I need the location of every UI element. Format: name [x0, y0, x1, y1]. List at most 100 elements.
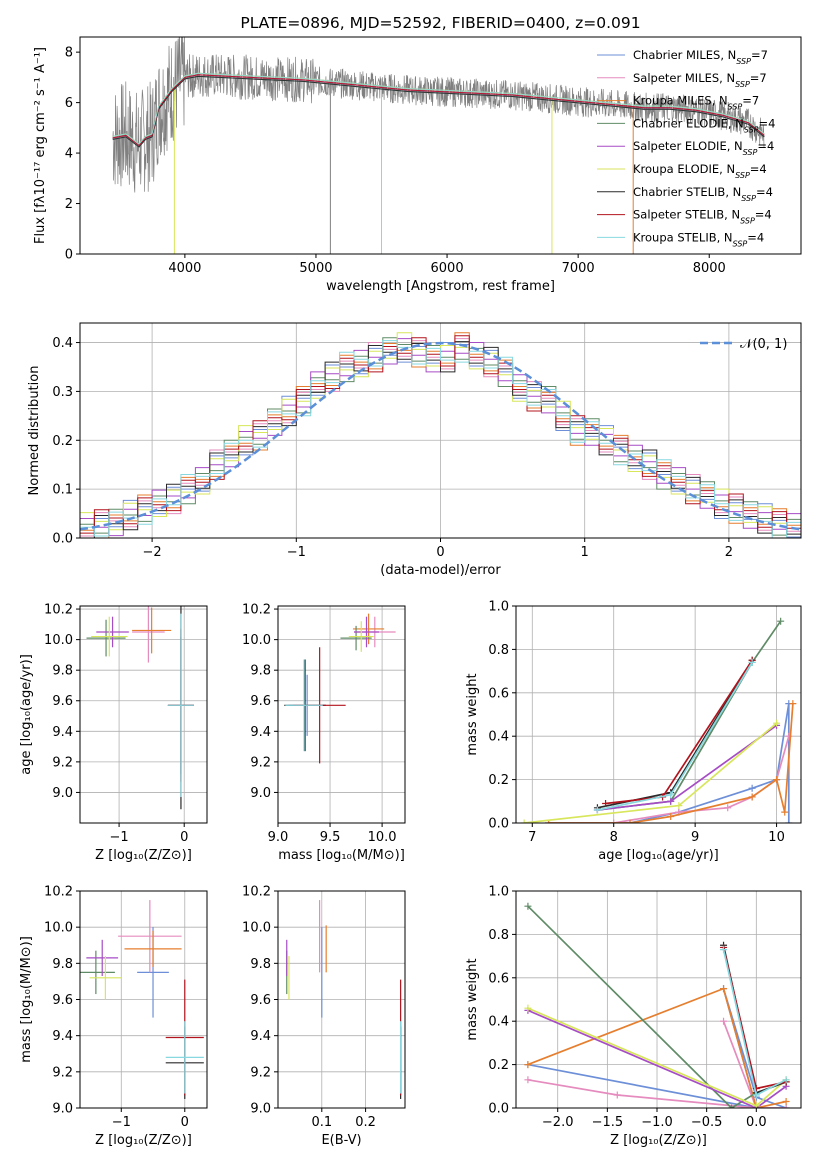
y-tick-label: 9.4: [250, 1029, 271, 1044]
y-tick-label: 1.0: [488, 885, 509, 900]
legend-text-part: SSP: [736, 57, 751, 66]
y-tick-label: 0.8: [488, 928, 509, 943]
y-tick-label: 10.2: [44, 885, 73, 900]
series-marker: [782, 1104, 790, 1108]
legend-text-part: Salpeter ELODIE, N: [633, 139, 743, 153]
y-tick-label: 9.2: [52, 755, 73, 770]
y-tick-label: 2: [65, 197, 73, 212]
legend-label: Salpeter ELODIE, NSSP=4: [633, 139, 774, 157]
y-tick-label: 0.3: [52, 385, 73, 400]
legend-text-part: =4: [755, 208, 772, 222]
x-tick-label: 10: [768, 830, 785, 845]
panel-age-vs-mass: 9.0 9.5 10.0 9.0 9.2 9.4 9.6 9.8 10.0 10.2 mass [l…: [242, 603, 406, 863]
x-tick-label: −1: [287, 545, 306, 560]
x-tick-label: 6000: [431, 261, 464, 276]
x-tick-label: −1.0: [641, 1115, 673, 1130]
legend-text-part: =4: [756, 185, 773, 199]
legend-text-part: =4: [750, 162, 767, 176]
legend-label: Salpeter MILES, NSSP=7: [633, 71, 767, 89]
series-marker: [773, 776, 781, 784]
series-marker: [524, 1004, 532, 1012]
axes-frame: [277, 890, 406, 1109]
x-axis-label: (data-model)/error: [380, 563, 501, 578]
plot-area: [286, 900, 402, 1099]
y-tick-label: 9.2: [250, 1065, 271, 1080]
series-line: [597, 659, 753, 809]
series-marker: [773, 719, 781, 727]
x-tick-label: 9.0: [268, 830, 289, 845]
x-axis-label: Z [log₁₀(Z/Z⊙)]: [95, 1133, 192, 1148]
y-tick-label: 9.0: [52, 1102, 73, 1117]
legend-text-part: =7: [750, 71, 767, 85]
series-marker: [524, 1076, 532, 1084]
y-tick-label: 9.6: [52, 694, 73, 709]
series-marker: [781, 808, 789, 816]
legend-text-part: Chabrier ELODIE, N: [633, 116, 744, 130]
x-tick-label: −1: [112, 1115, 131, 1130]
y-tick-label: 0.8: [488, 643, 509, 658]
x-tick-label: 10.0: [368, 830, 397, 845]
legend-text-part: =7: [751, 48, 768, 62]
y-tick-label: 9.6: [250, 993, 271, 1008]
y-axis-label: Normed distribution: [27, 366, 42, 496]
histogram-step: [80, 340, 801, 538]
axes-frame: [79, 605, 208, 824]
y-tick-label: 0.6: [488, 971, 509, 986]
legend-text-part: Kroupa STELIB, N: [633, 230, 733, 244]
legend-label: Kroupa ELODIE, NSSP=4: [633, 162, 767, 180]
series-marker: [675, 802, 683, 810]
series-marker: [602, 799, 610, 807]
axes-frame: [79, 36, 802, 255]
legend-text-part: SSP: [740, 216, 755, 225]
series-marker: [752, 1102, 760, 1108]
y-tick-label: 10.2: [242, 603, 271, 618]
x-tick-label: 0: [180, 830, 188, 845]
y-tick-label: 9.6: [52, 993, 73, 1008]
y-axis-label: mass weight: [465, 958, 480, 1040]
y-tick-label: 0.0: [488, 817, 509, 832]
x-axis-label: E(B-V): [321, 1133, 361, 1148]
panel-mass-weight-vs-age: 7 8 9 10 0.0 0.2 0.4 0.6 0.8 1.0 age [log₁₀(age/yr…: [465, 600, 802, 863]
x-tick-label: 9.5: [320, 830, 341, 845]
panel-spectrum: 4000 5000 6000 7000 8000 0 2 4 6 8 wavelength [Ang…: [33, 14, 802, 294]
plot-area: [284, 613, 396, 764]
series-marker: [724, 804, 732, 812]
series-marker: [777, 617, 785, 625]
y-tick-label: 9.0: [250, 1102, 271, 1117]
y-tick-label: 9.6: [250, 694, 271, 709]
panel-mass-weight-vs-Z: −2.0 −1.5 −1.0 −0.5 0.0 0.0 0.2 0.4 0.6 0.8 1.0 Z […: [465, 885, 802, 1148]
y-tick-label: 10.0: [44, 921, 73, 936]
x-tick-label: 9: [691, 830, 699, 845]
series-marker: [720, 946, 728, 954]
legend-text-part: SSP: [728, 102, 743, 111]
series-marker: [752, 1091, 760, 1099]
y-tick-label: 0.2: [488, 1058, 509, 1073]
series-marker: [667, 791, 675, 799]
legend-text-part: SSP: [733, 239, 748, 248]
y-tick-label: 10.2: [242, 885, 271, 900]
legend-text-part: Salpeter MILES, N: [633, 71, 735, 85]
x-tick-label: 4000: [168, 261, 201, 276]
x-tick-label: 7000: [562, 261, 595, 276]
y-tick-label: 9.2: [52, 1065, 73, 1080]
legend-text-part: =4: [747, 230, 764, 244]
series-marker: [667, 812, 675, 820]
series-marker: [593, 806, 601, 814]
x-axis-label: Z [log₁₀(Z/Z⊙)]: [95, 848, 192, 863]
y-tick-label: 0.6: [488, 686, 509, 701]
x-tick-label: 0: [436, 545, 444, 560]
y-tick-label: 6: [65, 96, 73, 111]
legend-text-part: SSP: [744, 125, 759, 134]
series-marker: [748, 793, 756, 801]
y-axis-label: age [log₁₀(age/yr)]: [19, 654, 34, 775]
model-spectrum-line: [112, 72, 765, 145]
y-tick-label: 0.2: [52, 434, 73, 449]
legend-label: Chabrier MILES, NSSP=7: [633, 48, 768, 66]
axes-frame: [79, 322, 802, 539]
series-line: [548, 703, 790, 823]
series-marker: [520, 819, 528, 823]
plot-area: [520, 617, 797, 823]
panel-mass-vs-EBV: 0.1 0.2 9.0 9.2 9.4 9.6 9.8 10.0 10.2 E(B-V): [242, 885, 406, 1148]
y-tick-label: 9.0: [52, 786, 73, 801]
